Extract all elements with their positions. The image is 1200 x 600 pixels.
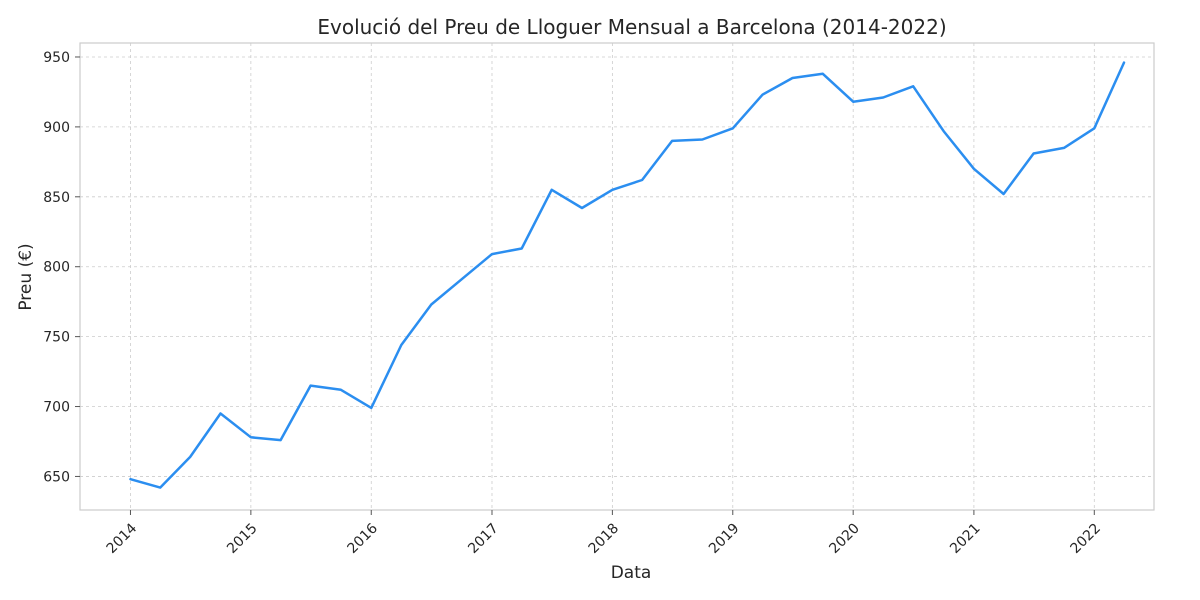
x-tick-label: 2019	[706, 520, 743, 557]
x-tick-label: 2015	[224, 520, 261, 557]
series-layer	[129, 61, 1126, 489]
y-tick-label: 900	[43, 120, 70, 136]
y-tick-label: 850	[43, 190, 70, 206]
y-tick-label: 950	[43, 50, 70, 66]
x-tick-label: 2020	[826, 520, 863, 557]
x-tick-label: 2018	[586, 520, 623, 557]
y-tick-label: 650	[43, 469, 70, 485]
grid-lines	[80, 43, 1154, 510]
chart-title: Evolució del Preu de Lloguer Mensual a B…	[317, 15, 946, 39]
x-tick-label: 2021	[947, 520, 984, 557]
x-axis: 2014 2015 2016 2017 2018 2019 2020 2021 2022	[104, 510, 1104, 557]
x-tick-label: 2017	[465, 520, 502, 557]
y-axis-label: Preu (€)	[16, 243, 36, 310]
x-tick-label: 2016	[345, 520, 382, 557]
x-tick-label: 2014	[104, 520, 141, 557]
y-tick-label: 750	[43, 330, 70, 346]
x-axis-label: Data	[611, 563, 652, 583]
plot-frame	[79, 42, 1155, 511]
y-tick-label: 800	[43, 260, 70, 276]
series-line	[129, 61, 1126, 489]
y-tick-label: 700	[43, 400, 70, 416]
y-axis: 650 700 750 800 850 900 950	[43, 50, 80, 485]
x-tick-label: 2022	[1068, 520, 1105, 557]
